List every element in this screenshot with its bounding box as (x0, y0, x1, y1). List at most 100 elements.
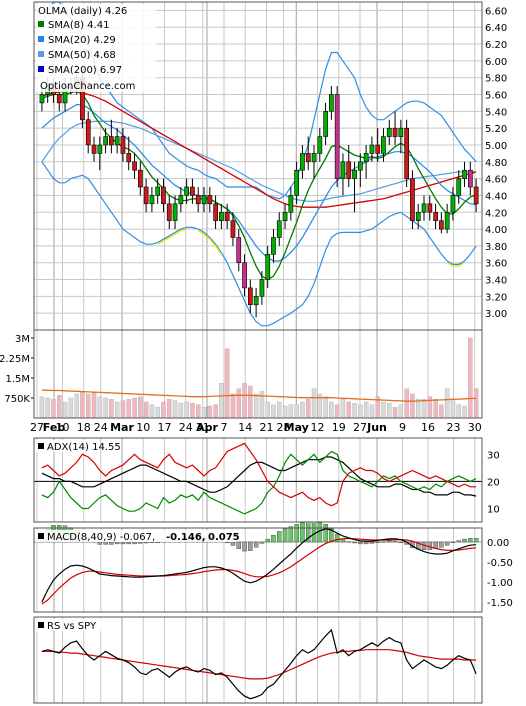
candle-body (328, 94, 334, 112)
candle (242, 254, 247, 297)
candle (305, 136, 311, 171)
price-legend (36, 4, 156, 92)
macd-signal-line (41, 537, 477, 605)
candle (467, 161, 473, 196)
price-tick-label: 3.40 (485, 276, 507, 287)
volume-bar (352, 403, 357, 419)
price-tick-label: 4.00 (485, 225, 507, 236)
price-tick-label: 6.60 (485, 6, 507, 17)
macd-hist-bar (462, 538, 467, 543)
volume-bar (363, 401, 369, 419)
watermark-text: OptionChance.com (40, 81, 135, 92)
candle-body (248, 287, 253, 305)
candle-body (265, 254, 271, 280)
price-tick-label: 3.00 (485, 309, 507, 320)
candle (334, 86, 340, 188)
price-tick-label: 5.00 (485, 141, 507, 152)
volume-bar (138, 396, 143, 419)
volume-bar (416, 399, 421, 419)
x-tick-label: 27 (30, 421, 44, 434)
macd-hist-bar (288, 526, 294, 543)
macd-hist-bar (242, 541, 247, 552)
x-tick-label: Feb (43, 421, 66, 434)
volume-bar (300, 401, 305, 419)
macd-hist-bar (392, 540, 398, 543)
volume-bar (207, 405, 213, 419)
candle (248, 279, 253, 314)
volume-bar (230, 393, 236, 419)
x-tick-label: 28 (277, 421, 291, 434)
volume-bar (282, 405, 288, 419)
x-tick-label: 10 (136, 421, 150, 434)
candle-body (276, 220, 282, 238)
candle-body (323, 111, 329, 137)
legend-bg (36, 4, 156, 92)
price-tick-label: 5.20 (485, 124, 507, 135)
candle-body (288, 195, 294, 213)
candle (132, 153, 137, 179)
candle (155, 178, 161, 204)
candle-body (91, 144, 97, 154)
volume-bar (311, 388, 317, 419)
candle-body (161, 186, 166, 205)
x-tick-label: Apr (196, 421, 218, 434)
macd-hist-bar (259, 541, 265, 544)
candle-body (300, 153, 305, 171)
x-tick-label: 27 (353, 421, 367, 434)
upper-band-line (41, 1, 477, 200)
volume-frame (33, 329, 483, 419)
candle (427, 195, 433, 221)
candle (213, 195, 219, 230)
candle (195, 187, 201, 213)
candle-body (236, 237, 242, 264)
volume-bar (450, 399, 456, 419)
macd-hist-bar (363, 541, 369, 545)
candle-body (363, 153, 369, 163)
price-tick-label: 6.00 (485, 57, 507, 68)
x-tick-label: 12 (311, 421, 325, 434)
candle-body (357, 161, 363, 171)
legend-swatch (38, 21, 44, 27)
volume-bar (346, 401, 352, 419)
volume-bar (271, 404, 276, 419)
adx-tick-label: 10 (487, 504, 500, 515)
volume-bar (421, 399, 427, 419)
candle-body (166, 203, 172, 221)
candle (282, 203, 288, 230)
macd-title-swatch (38, 533, 44, 539)
volume-bar (155, 407, 160, 419)
legend-swatch (38, 51, 44, 57)
candle-body (381, 136, 386, 154)
candle (166, 195, 172, 230)
volume-bar (392, 407, 398, 419)
price-tick-label: 5.60 (485, 91, 507, 102)
volume-bar (114, 401, 120, 419)
volume-bar (57, 395, 62, 419)
candle (184, 178, 190, 204)
candle (404, 119, 410, 188)
volume-bar (253, 393, 259, 419)
volume-ma-line (41, 389, 477, 402)
volume-bar (184, 401, 189, 419)
candle (311, 144, 317, 179)
volume-bar (80, 391, 85, 419)
rs-title-swatch (38, 622, 44, 628)
candle-body (155, 186, 161, 196)
volume-bar (387, 403, 392, 419)
macd-hist-bar (236, 541, 241, 549)
candle (253, 287, 259, 318)
volume-bar (410, 393, 415, 419)
macd-hist-bar (265, 538, 271, 543)
candle-body (433, 212, 439, 222)
x-tick-label: 24 (179, 421, 193, 434)
candle-body (317, 136, 323, 154)
band-squeeze-line (197, 230, 222, 255)
candle-body (195, 195, 201, 205)
volume-bar (444, 388, 450, 419)
candle-body (311, 153, 317, 163)
candle-body (56, 94, 62, 104)
rs-title: RS vs SPY (47, 621, 97, 632)
candle-body (259, 279, 265, 297)
candle (85, 111, 91, 154)
